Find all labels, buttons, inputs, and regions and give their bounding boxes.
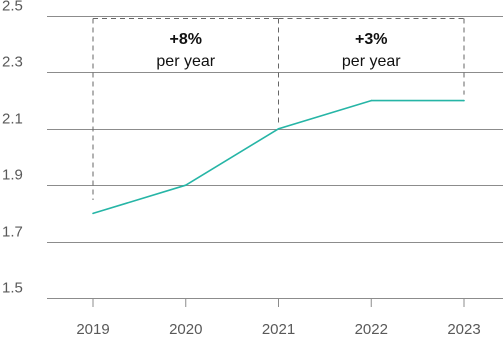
y-tick-label: 1.7 [2, 224, 23, 241]
y-tick-label: 2.5 [2, 0, 23, 15]
y-tick-label: 2.1 [2, 111, 23, 128]
x-tick-label: 2019 [76, 321, 109, 338]
grid-layer [47, 16, 503, 307]
x-tick-label: 2020 [169, 321, 202, 338]
data-point [92, 212, 94, 215]
annotation-unit: per year [342, 53, 401, 70]
y-tick-label: 1.5 [2, 280, 23, 297]
data-point [277, 128, 280, 130]
y-tick-labels: 1.5 1.7 1.9 2.1 2.3 2.5 [2, 0, 23, 297]
data-point [463, 99, 465, 102]
annotation-unit: per year [156, 53, 215, 70]
data-point [184, 184, 187, 186]
annotation-value: +8% [170, 31, 202, 48]
annotation-value: +3% [355, 31, 387, 48]
growth-brackets [92, 18, 465, 200]
y-tick-label: 2.3 [2, 54, 23, 71]
x-tick-label: 2021 [262, 321, 295, 338]
y-tick-label: 1.9 [2, 167, 23, 184]
x-tick-label: 2022 [355, 321, 388, 338]
data-point [370, 99, 373, 102]
x-tick-labels: 2019 2020 2021 2022 2023 [76, 321, 480, 338]
growth-annotations: +8% per year +3% per year [156, 31, 401, 70]
x-tick-label: 2023 [447, 321, 480, 338]
series-layer [92, 99, 465, 215]
